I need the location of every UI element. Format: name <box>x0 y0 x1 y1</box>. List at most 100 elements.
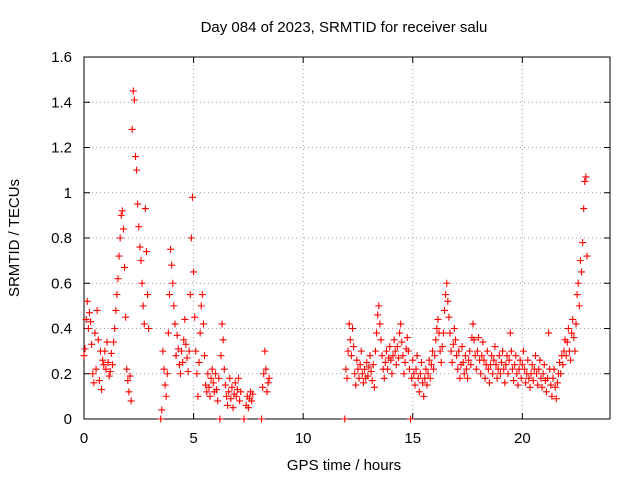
data-point <box>466 347 474 355</box>
data-point <box>502 361 510 369</box>
data-point <box>513 370 521 378</box>
data-point <box>391 347 399 355</box>
data-point <box>378 352 386 360</box>
data-point <box>397 320 405 328</box>
data-point <box>425 356 433 364</box>
data-point <box>496 370 504 378</box>
data-point <box>458 343 466 351</box>
data-point <box>366 352 374 360</box>
data-point <box>249 390 257 398</box>
data-point <box>363 358 371 366</box>
data-point <box>355 374 363 382</box>
data-point <box>207 374 215 382</box>
data-point <box>186 291 194 299</box>
data-point <box>371 347 379 355</box>
data-point <box>389 352 397 360</box>
data-point <box>531 352 539 360</box>
data-point <box>220 365 228 373</box>
data-point <box>237 388 245 396</box>
data-point <box>516 356 524 364</box>
data-point <box>499 347 507 355</box>
data-point <box>526 383 534 391</box>
data-point <box>181 315 189 323</box>
data-point <box>413 352 421 360</box>
data-point <box>423 381 431 389</box>
data-point <box>81 345 89 353</box>
data-point <box>85 309 93 317</box>
data-point <box>501 379 509 387</box>
data-point <box>449 340 457 348</box>
data-point <box>581 177 589 185</box>
data-point <box>263 388 271 396</box>
data-point <box>171 320 179 328</box>
data-point <box>373 329 381 337</box>
data-point <box>490 356 498 364</box>
data-point <box>347 352 355 360</box>
data-point <box>206 392 214 400</box>
data-point <box>377 336 385 344</box>
data-point <box>262 365 270 373</box>
data-point <box>164 329 172 337</box>
data-point <box>557 370 565 378</box>
data-point <box>579 239 587 247</box>
data-point <box>225 388 233 396</box>
data-point <box>169 279 177 287</box>
data-point <box>104 358 112 366</box>
data-point <box>364 372 372 380</box>
data-point <box>478 352 486 360</box>
data-point <box>167 245 175 253</box>
data-point <box>441 306 449 314</box>
data-point <box>224 401 232 409</box>
data-point <box>539 370 547 378</box>
data-point <box>568 329 576 337</box>
y-tick-label: 0.2 <box>51 366 72 383</box>
data-point <box>460 370 468 378</box>
data-point <box>434 315 442 323</box>
data-point <box>173 331 181 339</box>
data-point <box>227 395 235 403</box>
data-point <box>399 352 407 360</box>
data-point <box>168 261 176 269</box>
data-point <box>260 370 268 378</box>
data-point <box>405 365 413 373</box>
data-point <box>576 257 584 265</box>
data-point <box>348 325 356 332</box>
data-point <box>342 365 350 373</box>
data-point <box>572 320 580 328</box>
data-point <box>553 379 561 387</box>
data-point <box>552 395 560 403</box>
data-point <box>216 415 224 423</box>
data-point <box>180 336 188 344</box>
data-point <box>122 313 130 321</box>
data-point <box>401 358 409 366</box>
data-point <box>116 234 124 242</box>
data-point <box>388 370 396 378</box>
data-point <box>94 336 102 344</box>
data-point <box>412 365 420 373</box>
data-point <box>214 397 222 405</box>
data-point <box>409 356 417 364</box>
data-point <box>508 365 516 373</box>
data-point <box>161 381 169 389</box>
data-point <box>203 388 211 396</box>
data-point <box>444 297 452 305</box>
data-points <box>80 87 591 423</box>
data-point <box>583 252 591 260</box>
data-point <box>264 379 272 387</box>
data-point <box>341 415 349 423</box>
data-point <box>415 388 423 396</box>
data-point <box>481 374 489 382</box>
data-point <box>384 365 392 373</box>
data-point <box>465 356 473 364</box>
data-point <box>179 358 187 366</box>
data-point <box>549 374 557 382</box>
data-point <box>534 381 542 389</box>
data-point <box>464 374 472 382</box>
data-point <box>199 320 207 328</box>
data-point <box>261 347 269 355</box>
data-point <box>117 211 125 219</box>
data-point <box>259 383 267 391</box>
data-point <box>369 361 377 369</box>
data-point <box>367 367 375 375</box>
